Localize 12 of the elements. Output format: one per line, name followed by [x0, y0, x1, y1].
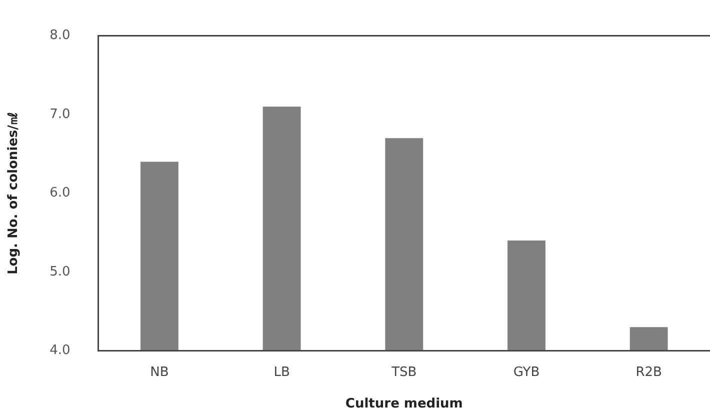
y-tick-label: 6.0	[50, 186, 70, 201]
x-tick-label: LB	[274, 364, 290, 380]
y-axis-title: Log. No. of colonies/㎖	[6, 112, 22, 275]
y-tick-label: 8.0	[50, 28, 70, 44]
x-tick-label: NB	[150, 364, 169, 380]
y-tick-label: 7.0	[50, 106, 70, 122]
x-tick-label: TSB	[390, 364, 417, 380]
y-tick-label: 4.0	[50, 343, 70, 358]
x-axis-title: Culture medium	[345, 396, 463, 412]
y-tick-label: 5.0	[50, 264, 70, 280]
x-tick-label: R2B	[636, 364, 662, 380]
x-tick-label: GYB	[513, 364, 540, 380]
